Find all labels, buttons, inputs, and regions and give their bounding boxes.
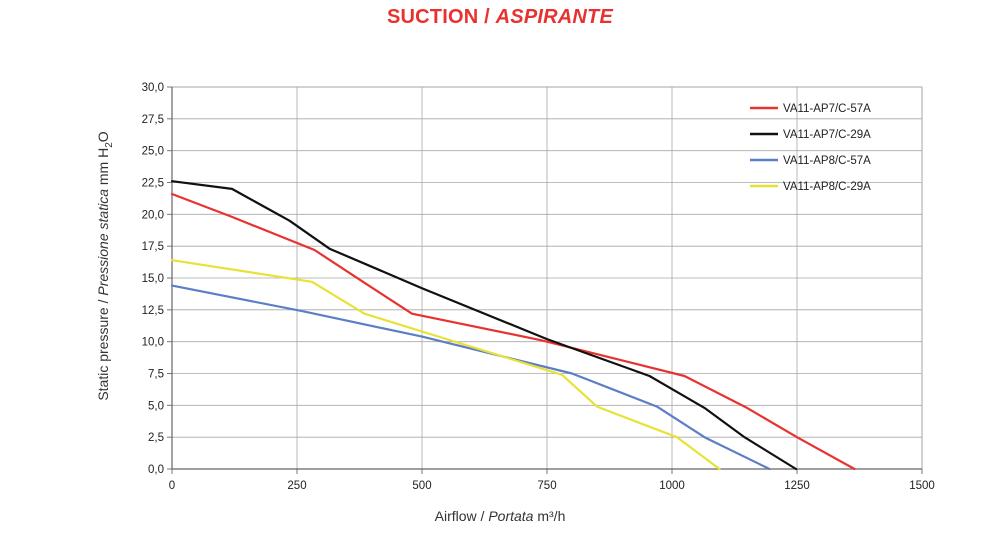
- y-tick-label: 12,5: [142, 305, 164, 317]
- x-tick-label: 1500: [909, 480, 935, 492]
- ylabel-main: Static pressure /: [95, 295, 111, 401]
- y-tick-label: 10,0: [142, 337, 164, 349]
- legend: VA11-AP7/C-57A VA11-AP7/C-29A VA11-AP8/C-5…: [750, 103, 871, 193]
- series-line-1: [170, 192, 856, 471]
- y-axis-label: Static pressure / Pressione statica mm H…: [95, 96, 115, 436]
- series-line-3: [170, 284, 771, 471]
- series-layer: [170, 180, 856, 471]
- legend-label-4: VA11-AP8/C-29A: [783, 181, 871, 193]
- y-tick-label: 2,5: [148, 432, 164, 444]
- y-tick-label: 0,0: [148, 464, 164, 476]
- ylabel-unit: mm H: [95, 147, 111, 190]
- legend-label-3: VA11-AP8/C-57A: [783, 155, 871, 167]
- title-main: SUCTION /: [386, 6, 496, 28]
- y-tick-label: 7,5: [148, 369, 164, 381]
- legend-label-1: VA11-AP7/C-57A: [783, 103, 871, 115]
- xlabel-unit: m³/h: [533, 508, 566, 524]
- y-tick-label: 15,0: [142, 273, 164, 285]
- y-tick-label: 30,0: [142, 82, 164, 94]
- x-axis-label: Airflow / Portata m³/h: [0, 508, 1000, 524]
- series-line-4: [170, 259, 721, 471]
- xlabel-italic: Portata: [488, 508, 534, 524]
- legend-label-2: VA11-AP7/C-29A: [783, 129, 871, 141]
- grid-layer: [171, 86, 923, 470]
- x-tick-label: 1000: [659, 480, 685, 492]
- ylabel-italic: Pressione statica: [95, 189, 111, 296]
- y-tick-label: 20,0: [142, 209, 164, 221]
- chart-title: SUCTION / ASPIRANTE: [0, 6, 1000, 29]
- xlabel-main: Airflow /: [434, 508, 489, 524]
- series-line-2: [170, 180, 798, 471]
- y-tick-label: 5,0: [148, 400, 164, 412]
- y-tick-label: 17,5: [142, 241, 164, 253]
- ylabel-tail: O: [95, 131, 111, 143]
- axis-layer: 0,0 2,5 5,0 7,5 10,0 12,5 15,0 17,5 20,0 22,5 25,0…: [142, 82, 935, 492]
- x-tick-label: 750: [537, 480, 556, 492]
- title-italic: ASPIRANTE: [495, 6, 614, 28]
- x-tick-label: 250: [287, 480, 306, 492]
- y-tick-label: 25,0: [142, 146, 164, 158]
- y-tick-label: 27,5: [142, 114, 164, 126]
- ylabel-sub: 2: [103, 142, 115, 148]
- x-tick-label: 1250: [784, 480, 810, 492]
- y-tick-label: 22,5: [142, 178, 164, 190]
- x-tick-label: 0: [169, 480, 175, 492]
- x-tick-label: 500: [412, 480, 431, 492]
